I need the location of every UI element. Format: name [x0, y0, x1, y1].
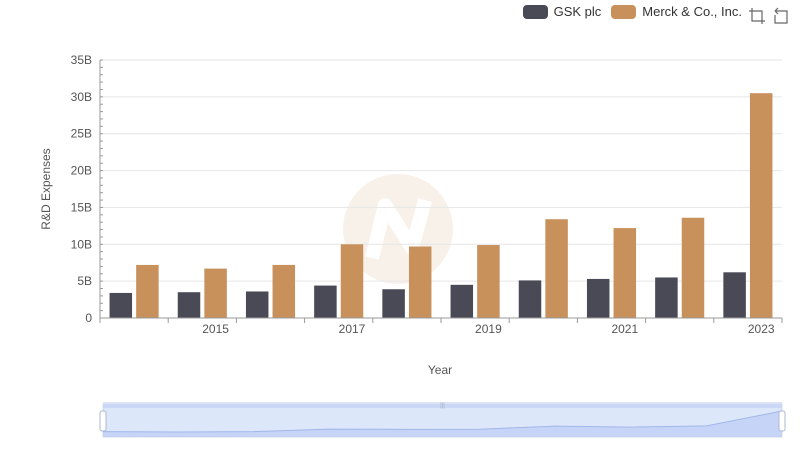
x-tick-label: 2021 — [611, 322, 638, 336]
zoom-icon[interactable] — [748, 7, 766, 25]
x-tick-label: 2019 — [475, 322, 502, 336]
bar-merck-2016[interactable] — [272, 264, 296, 318]
x-axis: 2015 2017 2019 2021 2023 — [99, 317, 783, 336]
bar-gsk-2023[interactable] — [723, 272, 746, 318]
bar-merck-2022[interactable] — [681, 217, 705, 318]
y-tick-label: 15B — [71, 200, 92, 214]
y-tick-label: 0 — [85, 311, 92, 325]
grid-lines — [100, 59, 782, 282]
bar-merck-2023[interactable] — [749, 93, 773, 319]
y-tick-label: 35B — [71, 53, 92, 67]
bar-gsk-2021[interactable] — [586, 278, 610, 318]
bar-gsk-2019[interactable] — [450, 284, 474, 318]
data-zoom-preview-line — [102, 410, 783, 433]
y-tick-label: 20B — [71, 164, 92, 178]
x-tick-label: 2023 — [748, 322, 775, 336]
data-zoom-grip-icon[interactable]: ||| — [440, 403, 445, 409]
legend-label-gsk: GSK plc — [553, 4, 602, 19]
bar-gsk-2017[interactable] — [314, 285, 337, 318]
bar-merck-2019[interactable] — [477, 245, 500, 318]
legend-item-merck[interactable]: Merck & Co., Inc. — [611, 4, 742, 19]
bar-gsk-2020[interactable] — [518, 280, 542, 318]
y-tick-label: 30B — [71, 90, 92, 104]
data-zoom-handle-left[interactable] — [99, 410, 107, 432]
bar-gsk-2022[interactable] — [655, 277, 678, 318]
x-tick-label: 2017 — [339, 322, 366, 336]
bar-merck-2021[interactable] — [613, 228, 637, 318]
y-tick-label: 10B — [71, 237, 92, 251]
x-tick-label: 2015 — [202, 322, 229, 336]
data-zoom-handle-right[interactable] — [778, 410, 786, 432]
bar-merck-2015[interactable] — [204, 268, 227, 318]
legend-label-merck: Merck & Co., Inc. — [642, 4, 742, 19]
bar-merck-2014[interactable] — [136, 264, 159, 318]
bar-gsk-2014[interactable] — [109, 292, 133, 318]
bar-merck-2018[interactable] — [408, 246, 432, 318]
bar-merck-2017[interactable] — [340, 244, 364, 318]
y-tick-label: 25B — [71, 127, 92, 141]
y-tick-label: 5B — [77, 274, 92, 288]
legend-swatch-merck — [611, 4, 637, 19]
legend: GSK plc Merck & Co., Inc. — [522, 4, 742, 19]
data-zoom-slider[interactable]: ||| — [99, 402, 786, 438]
data-zoom-selection[interactable] — [103, 404, 782, 437]
toolbox — [748, 7, 790, 25]
data-zoom-preview-area — [103, 411, 782, 437]
legend-item-gsk[interactable]: GSK plc — [522, 4, 602, 19]
bars — [109, 93, 773, 319]
y-axis-label: R&D Expenses — [39, 148, 53, 229]
y-axis: 0 5B 10B 15B 20B 25B 30B 35B — [71, 53, 103, 325]
bar-gsk-2016[interactable] — [245, 291, 269, 318]
restore-icon[interactable] — [772, 7, 790, 25]
data-zoom-top-bar[interactable] — [103, 402, 782, 408]
legend-swatch-gsk — [522, 4, 548, 19]
x-axis-label: Year — [428, 363, 452, 377]
bar-gsk-2015[interactable] — [177, 292, 201, 318]
bar-merck-2020[interactable] — [545, 219, 568, 318]
bar-gsk-2018[interactable] — [382, 289, 405, 318]
